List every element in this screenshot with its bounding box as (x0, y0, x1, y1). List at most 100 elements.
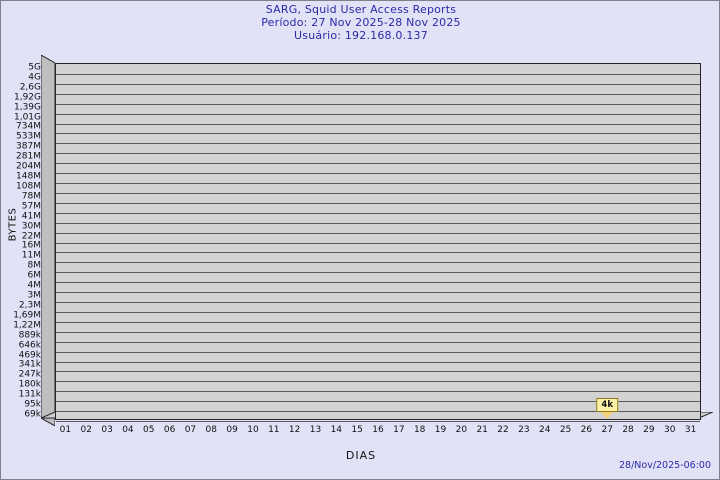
gridline (56, 411, 700, 413)
x-tick-label: 23 (518, 425, 530, 435)
y-tick-label: 4G (28, 72, 41, 83)
x-tick-label: 04 (122, 425, 134, 435)
gridline (56, 123, 700, 125)
generated-timestamp: 28/Nov/2025-06:00 (618, 460, 711, 471)
x-tick-label: 11 (268, 425, 280, 435)
gridline (56, 282, 700, 284)
y-tick-label: 281M (16, 151, 41, 162)
gridline (56, 93, 700, 95)
x-tick-label: 16 (372, 425, 384, 435)
gridline (56, 262, 700, 264)
gridline (56, 232, 700, 234)
y-tick-label: 148M (16, 171, 41, 182)
gridline (56, 222, 700, 224)
y-tick-label: 78M (21, 191, 41, 202)
plot-left-3d-face (41, 55, 55, 426)
gridline (56, 103, 700, 105)
gridline (56, 302, 700, 303)
gridline (56, 153, 700, 155)
gridline (56, 113, 700, 115)
gridline (56, 173, 700, 175)
x-tick-label: 14 (330, 425, 343, 435)
y-tick-label: 30M (21, 221, 41, 232)
gridline (56, 163, 700, 165)
y-tick-label: 1,39G (13, 102, 41, 113)
y-axis-tick-labels: 5G 4G 2,6G 1,92G 1,39G 1,01G 734M 533M 387M 281M 2… (1, 55, 59, 435)
y-tick-label: 4M (27, 280, 42, 291)
report-period: Período: 27 Nov 2025-28 Nov 2025 (261, 16, 461, 29)
report-user: Usuário: 192.168.0.137 (294, 29, 428, 42)
y-tick-label: 11M (21, 250, 41, 261)
y-tick-label: 1,22M (13, 320, 41, 331)
y-tick-label: 95k (24, 399, 41, 410)
gridline (56, 272, 700, 274)
gridline (56, 391, 700, 393)
y-tick-label: 1,92G (13, 92, 41, 103)
y-tick-label: 5G (28, 62, 41, 73)
gridline (56, 73, 700, 75)
x-tick-label: 26 (580, 425, 593, 435)
gridline (56, 421, 700, 422)
x-tick-label: 09 (226, 425, 238, 435)
x-tick-label: 21 (476, 425, 488, 435)
gridline (56, 83, 700, 85)
gridline (56, 292, 700, 294)
gridline (56, 202, 700, 204)
gridline (56, 311, 700, 313)
y-tick-label: 387M (16, 141, 41, 152)
gridline (56, 183, 700, 184)
x-tick-label: 19 (434, 425, 447, 435)
x-tick-label: 17 (393, 425, 405, 435)
x-tick-label: 07 (184, 425, 197, 435)
x-tick-label: 30 (664, 425, 676, 435)
gridline (56, 192, 700, 194)
gridline (56, 242, 700, 244)
x-axis-title: DIAS (345, 449, 377, 462)
y-tick-label: 131k (18, 389, 41, 400)
data-point-label[interactable]: 4k (596, 398, 619, 412)
y-tick-label: 180k (18, 379, 41, 390)
x-tick-label: 24 (538, 425, 551, 435)
data-point-marker[interactable] (601, 412, 614, 419)
y-tick-label: 2,6G (19, 82, 41, 93)
gridline (56, 341, 700, 343)
gridline (56, 351, 700, 353)
x-tick-label: 22 (497, 425, 509, 435)
y-tick-label: 8M (27, 260, 42, 271)
x-tick-label: 20 (455, 425, 468, 435)
y-tick-label: 108M (16, 181, 41, 192)
x-tick-label: 01 (59, 425, 72, 435)
x-tick-label: 27 (601, 425, 613, 435)
x-tick-label: 31 (684, 425, 697, 435)
x-tick-label: 25 (559, 425, 572, 435)
gridline (56, 321, 700, 323)
x-tick-label: 06 (163, 425, 176, 435)
x-tick-label: 18 (413, 425, 426, 435)
gridline (56, 361, 700, 363)
gridline (56, 371, 700, 373)
y-tick-label: 341k (18, 359, 41, 370)
x-tick-label: 15 (351, 425, 363, 435)
y-tick-label: 247k (18, 369, 41, 380)
x-tick-label: 29 (643, 425, 655, 435)
x-tick-label: 13 (309, 425, 322, 435)
y-tick-label: 469k (18, 350, 41, 361)
gridline (56, 212, 700, 214)
y-tick-label: 204M (16, 161, 41, 172)
y-tick-label: 734M (16, 121, 41, 132)
x-axis-tick-labels: 01 02 03 04 05 06 07 08 09 10 11 12 13 14 15 16 17 18 19 20… (55, 425, 707, 439)
y-tick-label: 533M (16, 131, 41, 142)
y-tick-label: 69k (24, 409, 41, 420)
gridline (56, 381, 700, 383)
x-tick-label: 02 (80, 425, 92, 435)
y-tick-label: 57M (21, 201, 41, 212)
x-tick-label: 28 (622, 425, 634, 435)
y-tick-label: 41M (21, 211, 41, 222)
chart-title-block: SARG, Squid User Access Reports Período:… (1, 3, 720, 42)
plot-area (55, 63, 701, 422)
gridline (56, 133, 700, 135)
y-tick-label: 1,69M (13, 310, 41, 321)
x-tick-label: 12 (288, 425, 301, 435)
y-tick-label: 16M (21, 240, 41, 251)
